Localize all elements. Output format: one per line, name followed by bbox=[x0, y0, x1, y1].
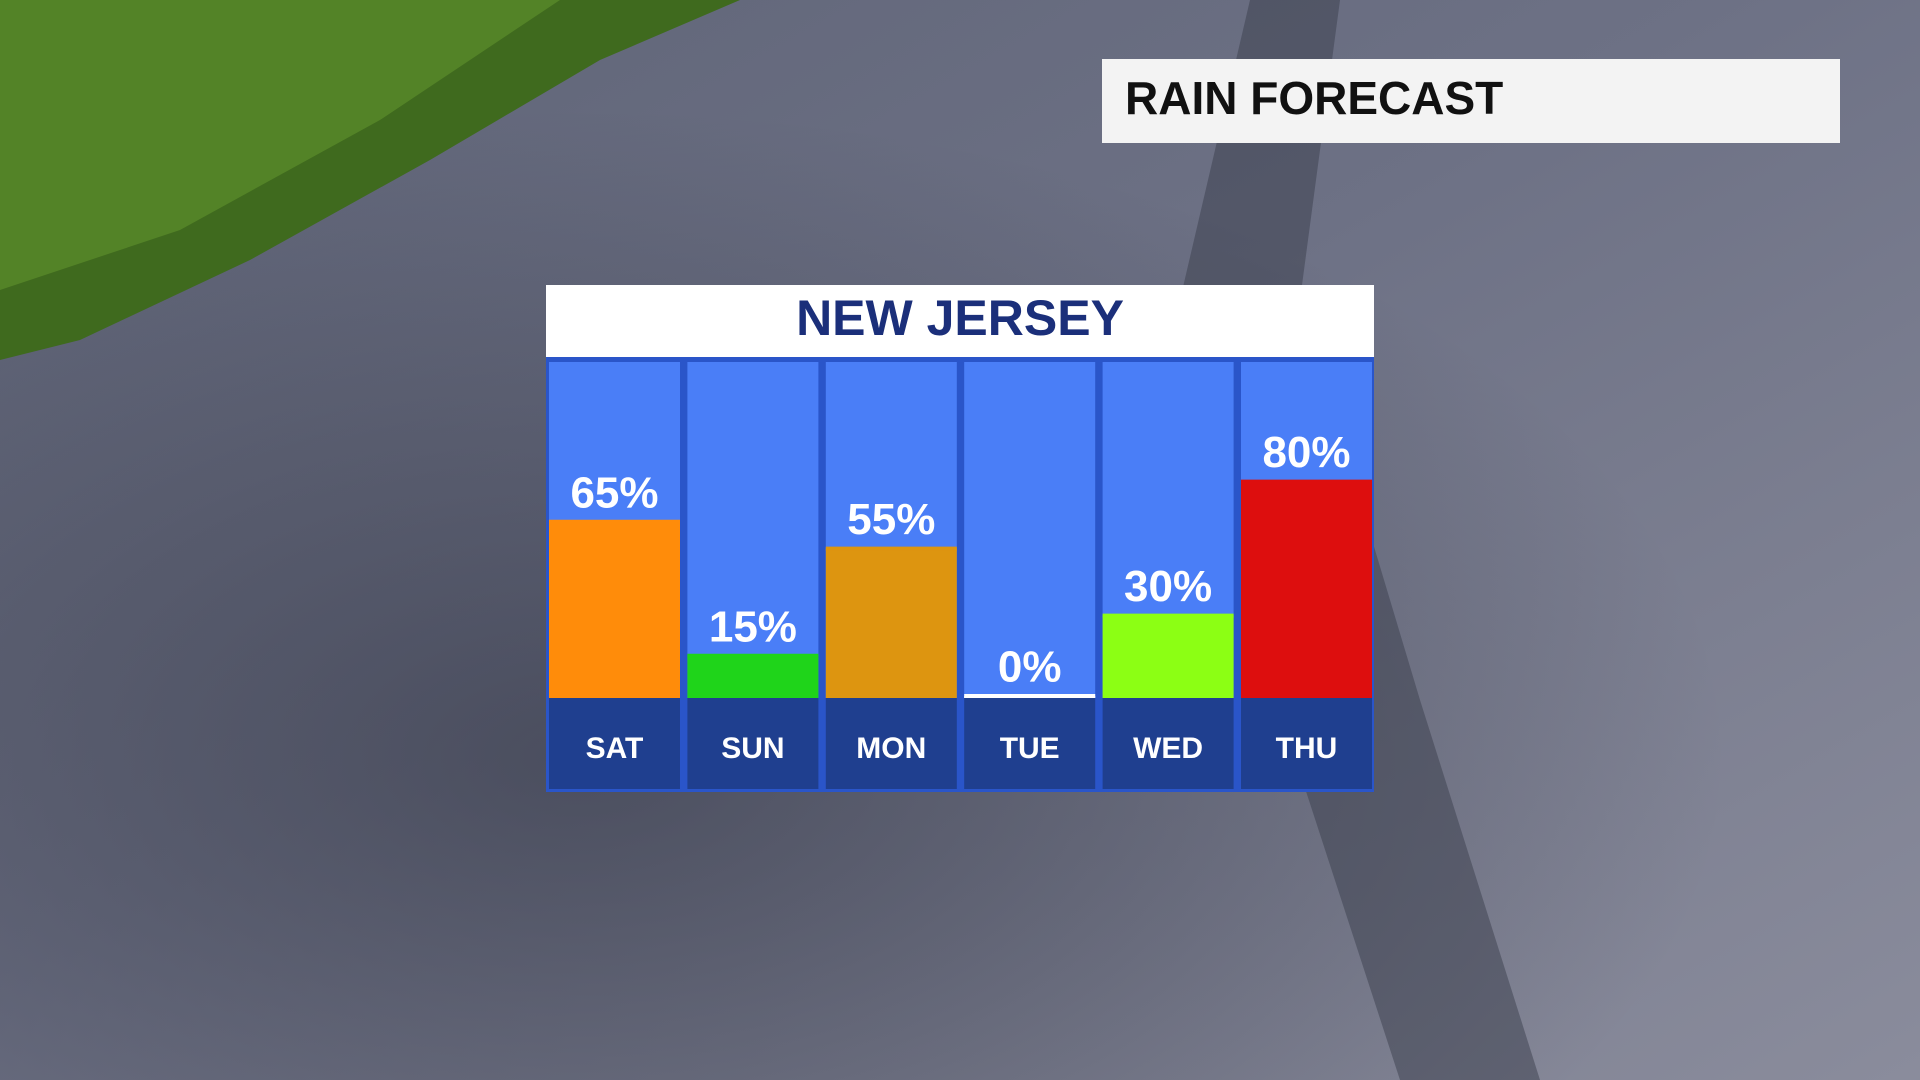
x-tick-label: WED bbox=[1133, 732, 1203, 765]
value-label: 0% bbox=[998, 643, 1062, 692]
bar bbox=[825, 548, 957, 698]
grass-light bbox=[0, 0, 560, 290]
x-tick-label: SUN bbox=[721, 732, 784, 765]
header-box bbox=[1102, 59, 1840, 143]
chart-title: NEW JERSEY bbox=[796, 290, 1124, 346]
x-tick-label: THU bbox=[1276, 732, 1338, 765]
value-label: 55% bbox=[847, 495, 935, 544]
value-label: 15% bbox=[709, 602, 797, 651]
bar bbox=[549, 521, 680, 698]
bar bbox=[687, 655, 819, 698]
column bbox=[964, 362, 1096, 698]
day-band bbox=[964, 698, 1096, 789]
bar bbox=[1241, 481, 1372, 698]
chart: NEW JERSEY SAT 65% SUN 15% MON 55% TUE 0% WED 30%… bbox=[546, 285, 1374, 792]
x-tick-label: TUE bbox=[1000, 732, 1060, 765]
header-title: RAIN FORECAST bbox=[1125, 72, 1503, 124]
day-band bbox=[1241, 698, 1372, 789]
column bbox=[687, 362, 819, 698]
panel bbox=[546, 285, 1374, 792]
day-band bbox=[1102, 698, 1234, 789]
day-band bbox=[549, 698, 680, 789]
value-label: 30% bbox=[1124, 562, 1212, 611]
day-band bbox=[687, 698, 819, 789]
day-band bbox=[825, 698, 957, 789]
bar bbox=[1102, 615, 1234, 698]
x-tick-label: MON bbox=[856, 732, 926, 765]
title-band bbox=[546, 285, 1374, 357]
value-label: 80% bbox=[1262, 428, 1350, 477]
x-tick-label: SAT bbox=[586, 732, 644, 765]
value-label: 65% bbox=[570, 468, 658, 517]
